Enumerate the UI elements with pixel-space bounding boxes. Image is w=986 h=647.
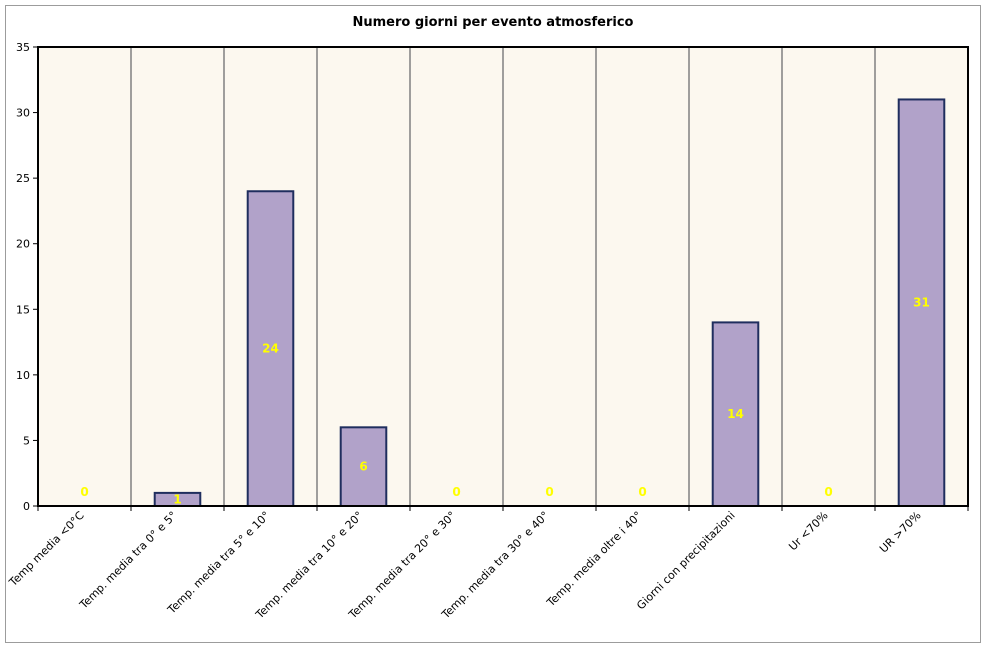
x-tick-label: Temp media <0°C (6, 509, 87, 590)
data-label: 0 (452, 485, 460, 499)
x-tick-label: Temp. media tra 5° e 10° (165, 509, 273, 617)
bar (897, 98, 946, 507)
data-label: 0 (545, 485, 553, 499)
data-label: 1 (173, 492, 181, 506)
y-axis-ticks: 0 5 10 15 20 25 30 35 (16, 41, 38, 513)
plot-border (37, 46, 969, 507)
y-tick-label: 15 (16, 303, 30, 316)
bar (711, 321, 760, 507)
data-label: 31 (913, 296, 930, 310)
y-tick-label: 20 (16, 238, 30, 251)
data-labels: 0 1 24 6 0 0 0 14 0 31 (80, 296, 930, 507)
y-tick-label: 5 (23, 434, 30, 447)
bars (153, 98, 946, 508)
x-tick-label: UR >70% (877, 509, 924, 556)
x-tick-label: Temp. media oltre i 40° (544, 509, 645, 610)
x-tick-label: Temp. media tra 10° e 20° (253, 509, 366, 622)
grid-lines (130, 47, 876, 506)
data-label: 0 (824, 485, 832, 499)
data-label: 24 (262, 342, 279, 356)
y-tick-label: 35 (16, 41, 30, 54)
y-tick-label: 10 (16, 369, 30, 382)
x-tick-label: Giorni con precipitazioni (634, 509, 737, 612)
chart-title: Numero giorni per evento atmosferico (352, 15, 634, 30)
y-tick-label: 30 (16, 107, 30, 120)
x-tick-label: Temp. media tra 30° e 40° (439, 509, 552, 622)
bar (246, 190, 295, 507)
x-tick-label: Temp. media tra 20° e 30° (346, 509, 459, 622)
data-label: 0 (80, 485, 88, 499)
data-label: 6 (359, 460, 367, 474)
x-tick-label: Ur <70% (786, 509, 830, 553)
y-tick-label: 25 (16, 172, 30, 185)
y-tick-label: 0 (23, 500, 30, 513)
data-label: 14 (727, 407, 744, 421)
data-label: 0 (638, 485, 646, 499)
x-tick-label: Temp. media tra 0° e 5° (76, 509, 179, 612)
